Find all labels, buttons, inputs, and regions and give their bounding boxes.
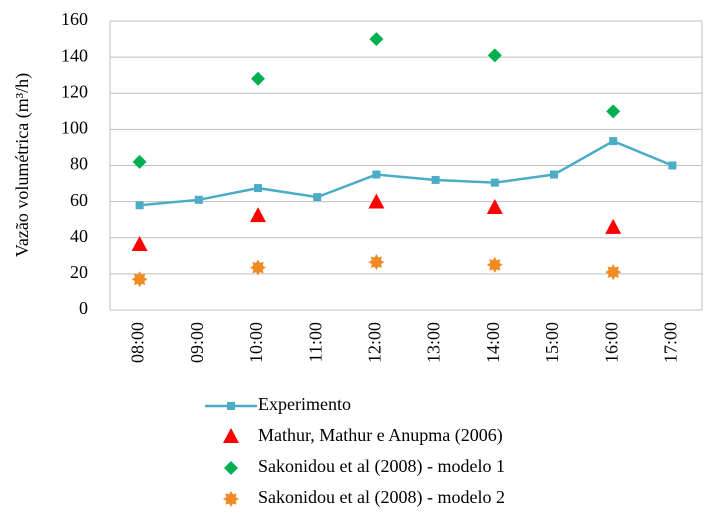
y-tick-label: 100	[61, 118, 88, 138]
y-tick-label: 40	[70, 226, 88, 246]
legend-marker	[224, 461, 238, 475]
marker	[251, 71, 265, 86]
marker	[372, 170, 381, 179]
marker	[250, 207, 266, 223]
marker	[490, 178, 499, 187]
marker	[254, 184, 262, 193]
x-tick-label: 08:00	[128, 322, 148, 363]
y-tick-label: 0	[79, 298, 88, 318]
marker	[131, 235, 148, 251]
marker	[486, 256, 503, 273]
marker	[368, 254, 385, 271]
marker	[132, 154, 147, 169]
y-tick-label: 140	[61, 45, 88, 65]
marker	[194, 195, 203, 204]
y-tick-label: 20	[70, 262, 88, 282]
y-axis-title: Vazão volumétrica (m³/h)	[12, 73, 33, 257]
series-line	[139, 139, 673, 207]
marker	[369, 32, 384, 47]
legend-label: Sakonidou et al (2008) - modelo 1	[258, 456, 505, 477]
marker	[486, 198, 503, 214]
y-tick-label: 160	[61, 9, 88, 29]
marker	[131, 271, 148, 288]
marker	[605, 218, 622, 234]
marker	[368, 193, 385, 209]
marker	[431, 175, 440, 184]
marker	[550, 170, 558, 179]
y-tick-label: 60	[70, 190, 88, 210]
marker	[487, 48, 502, 63]
legend-marker	[227, 402, 235, 410]
x-tick-label: 15:00	[542, 322, 562, 363]
y-tick-label: 120	[61, 81, 88, 101]
legend-label: Mathur, Mathur e Anupma (2006)	[258, 425, 503, 446]
legend-marker	[223, 491, 239, 507]
x-tick-label: 12:00	[365, 322, 385, 363]
marker	[313, 193, 322, 202]
marker	[135, 201, 144, 210]
x-tick-label: 16:00	[601, 322, 621, 363]
y-tick-label: 80	[70, 154, 88, 174]
marker	[609, 137, 618, 146]
legend-label: Experimento	[258, 394, 351, 414]
legend-label: Sakonidou et al (2008) - modelo 2	[258, 487, 505, 508]
x-tick-label: 10:00	[246, 322, 266, 363]
marker	[668, 161, 677, 170]
legend-marker	[223, 428, 239, 443]
x-tick-label: 17:00	[661, 322, 681, 363]
marker	[605, 264, 622, 281]
x-tick-label: 14:00	[483, 322, 503, 363]
marker	[250, 259, 266, 276]
x-tick-label: 09:00	[187, 322, 207, 363]
x-tick-label: 13:00	[424, 322, 444, 363]
x-tick-label: 11:00	[305, 322, 325, 362]
marker	[606, 104, 621, 119]
